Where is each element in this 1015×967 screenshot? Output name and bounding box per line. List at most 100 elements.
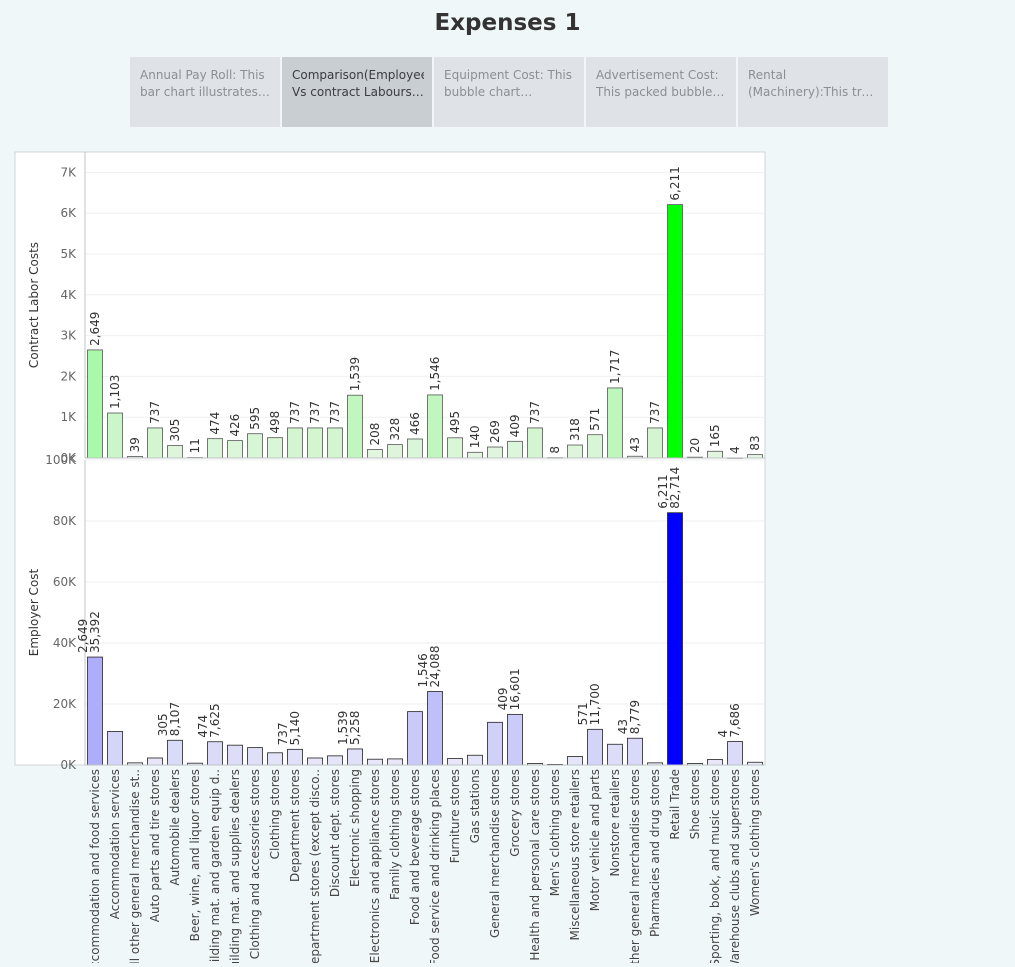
x-category-label: Building mat. and garden equip d.. <box>208 769 222 963</box>
contract-bar[interactable] <box>447 437 463 459</box>
employer-bar[interactable] <box>507 713 523 766</box>
contract-bar[interactable] <box>467 451 483 459</box>
tab-equipment-cost[interactable]: Equipment Cost: This bubble chart visual… <box>434 57 584 127</box>
contract-bar[interactable] <box>647 427 663 459</box>
contract-data-label: 1,103 <box>108 375 122 409</box>
contract-bar[interactable] <box>387 444 403 459</box>
employer-bar[interactable] <box>307 757 323 766</box>
x-category-label: Beer, wine, and liquor stores <box>188 769 202 941</box>
contract-bar[interactable] <box>567 444 583 459</box>
contract-bar[interactable] <box>707 450 723 459</box>
contract-data-label: 1,546 <box>428 357 442 391</box>
x-category-label: Clothing stores <box>268 769 282 859</box>
employer-data-label: 16,601 <box>508 668 522 710</box>
tab-label: Annual Pay Roll: This bar chart illustra… <box>140 68 265 99</box>
contract-bar[interactable] <box>487 446 503 459</box>
tab-annual-pay-roll[interactable]: Annual Pay Roll: This bar chart illustra… <box>130 57 280 127</box>
contract-bar[interactable] <box>747 454 763 459</box>
employer-bar[interactable] <box>667 512 683 766</box>
contract-data-label: 208 <box>368 423 382 446</box>
story-tabs: Annual Pay Roll: This bar chart illustra… <box>130 57 888 127</box>
contract-data-label: 498 <box>268 411 282 434</box>
employer-y-tick-label: 20K <box>53 697 77 711</box>
employer-bar[interactable] <box>227 744 243 766</box>
employer-y-tick-label: 60K <box>53 575 77 589</box>
x-category-label: Nonstore retailers <box>608 769 622 876</box>
contract-bar[interactable] <box>247 433 263 459</box>
employer-bar[interactable] <box>347 748 363 766</box>
contract-data-label: 8 <box>548 446 562 454</box>
employer-bar[interactable] <box>267 752 283 766</box>
contract-bar[interactable] <box>167 445 183 459</box>
employer-bar[interactable] <box>407 711 423 766</box>
employer-bar[interactable] <box>167 739 183 766</box>
contract-bar[interactable] <box>667 204 683 459</box>
contract-data-label: 83 <box>748 435 762 450</box>
employer-bar[interactable] <box>87 656 103 766</box>
x-category-label: Other general merchandise stores <box>628 769 642 963</box>
contract-data-label: 737 <box>528 401 542 424</box>
x-category-label: Clothing and accessories stores <box>248 769 262 959</box>
contract-bar[interactable] <box>267 437 283 459</box>
contract-bar[interactable] <box>147 427 163 459</box>
tab-rental-machinery[interactable]: Rental (Machinery):This tree map <box>738 57 888 127</box>
employer-bar[interactable] <box>107 731 123 766</box>
contract-bar[interactable] <box>527 427 543 459</box>
contract-bar[interactable] <box>207 438 223 459</box>
contract-bar[interactable] <box>327 427 343 459</box>
contract-y-tick-label: 0K <box>60 451 77 465</box>
employer-secondary-label: 1,539 <box>336 711 350 745</box>
employer-bar[interactable] <box>447 758 463 766</box>
contract-bar[interactable] <box>507 440 523 459</box>
tab-advertisement-cost[interactable]: Advertisement Cost: This packed bubble c… <box>586 57 736 127</box>
employer-bar[interactable] <box>387 758 403 766</box>
employer-bar[interactable] <box>567 756 583 766</box>
contract-y-axis-title: Contract Labor Costs <box>27 242 41 368</box>
employer-bar[interactable] <box>207 741 223 766</box>
x-category-label: Department stores <box>288 769 302 882</box>
x-category-label: Shoe stores <box>688 769 702 839</box>
employer-bar[interactable] <box>287 748 303 766</box>
employer-bar[interactable] <box>367 758 383 766</box>
x-category-label: Grocery stores <box>508 769 522 857</box>
employer-data-label: 7,625 <box>208 703 222 737</box>
contract-bar[interactable] <box>347 394 363 459</box>
tab-comparison[interactable]: Comparison(Employee Vs contract Labours)… <box>282 57 432 127</box>
contract-data-label: 737 <box>328 401 342 424</box>
contract-bar[interactable] <box>367 449 383 459</box>
employer-bar[interactable] <box>147 757 163 766</box>
employer-bar[interactable] <box>427 691 443 766</box>
x-category-label: Miscellaneous store retailers <box>568 769 582 940</box>
x-category-label: Discount dept. stores <box>328 769 342 897</box>
x-category-label: Health and personal care stores <box>528 769 542 961</box>
employer-bar[interactable] <box>587 728 603 766</box>
employer-data-label: 11,700 <box>588 683 602 725</box>
contract-bar[interactable] <box>287 427 303 459</box>
contract-bar[interactable] <box>587 434 603 459</box>
employer-secondary-label: 2,649 <box>76 619 90 653</box>
contract-data-label: 318 <box>568 418 582 441</box>
contract-y-tick-label: 4K <box>60 288 77 302</box>
contract-bar[interactable] <box>607 387 623 459</box>
contract-bar[interactable] <box>407 438 423 459</box>
employer-bar[interactable] <box>487 721 503 766</box>
employer-bar[interactable] <box>727 741 743 766</box>
employer-secondary-label: 1,546 <box>416 653 430 687</box>
contract-bar[interactable] <box>87 349 103 459</box>
employer-bar[interactable] <box>247 747 263 766</box>
contract-bar[interactable] <box>307 427 323 459</box>
employer-secondary-label: 409 <box>496 687 510 710</box>
employer-bar[interactable] <box>627 737 643 766</box>
contract-bar[interactable] <box>227 440 243 459</box>
contract-data-label: 466 <box>408 412 422 435</box>
contract-bar[interactable] <box>107 412 123 459</box>
contract-data-label: 43 <box>628 437 642 452</box>
x-category-label: General merchandise stores <box>488 769 502 938</box>
contract-data-label: 737 <box>648 401 662 424</box>
contract-bar[interactable] <box>427 394 443 459</box>
employer-bar[interactable] <box>607 743 623 766</box>
employer-bar[interactable] <box>467 754 483 766</box>
employer-bar[interactable] <box>707 759 723 766</box>
tab-label: Rental (Machinery):This tree map <box>748 68 877 99</box>
employer-bar[interactable] <box>327 755 343 766</box>
